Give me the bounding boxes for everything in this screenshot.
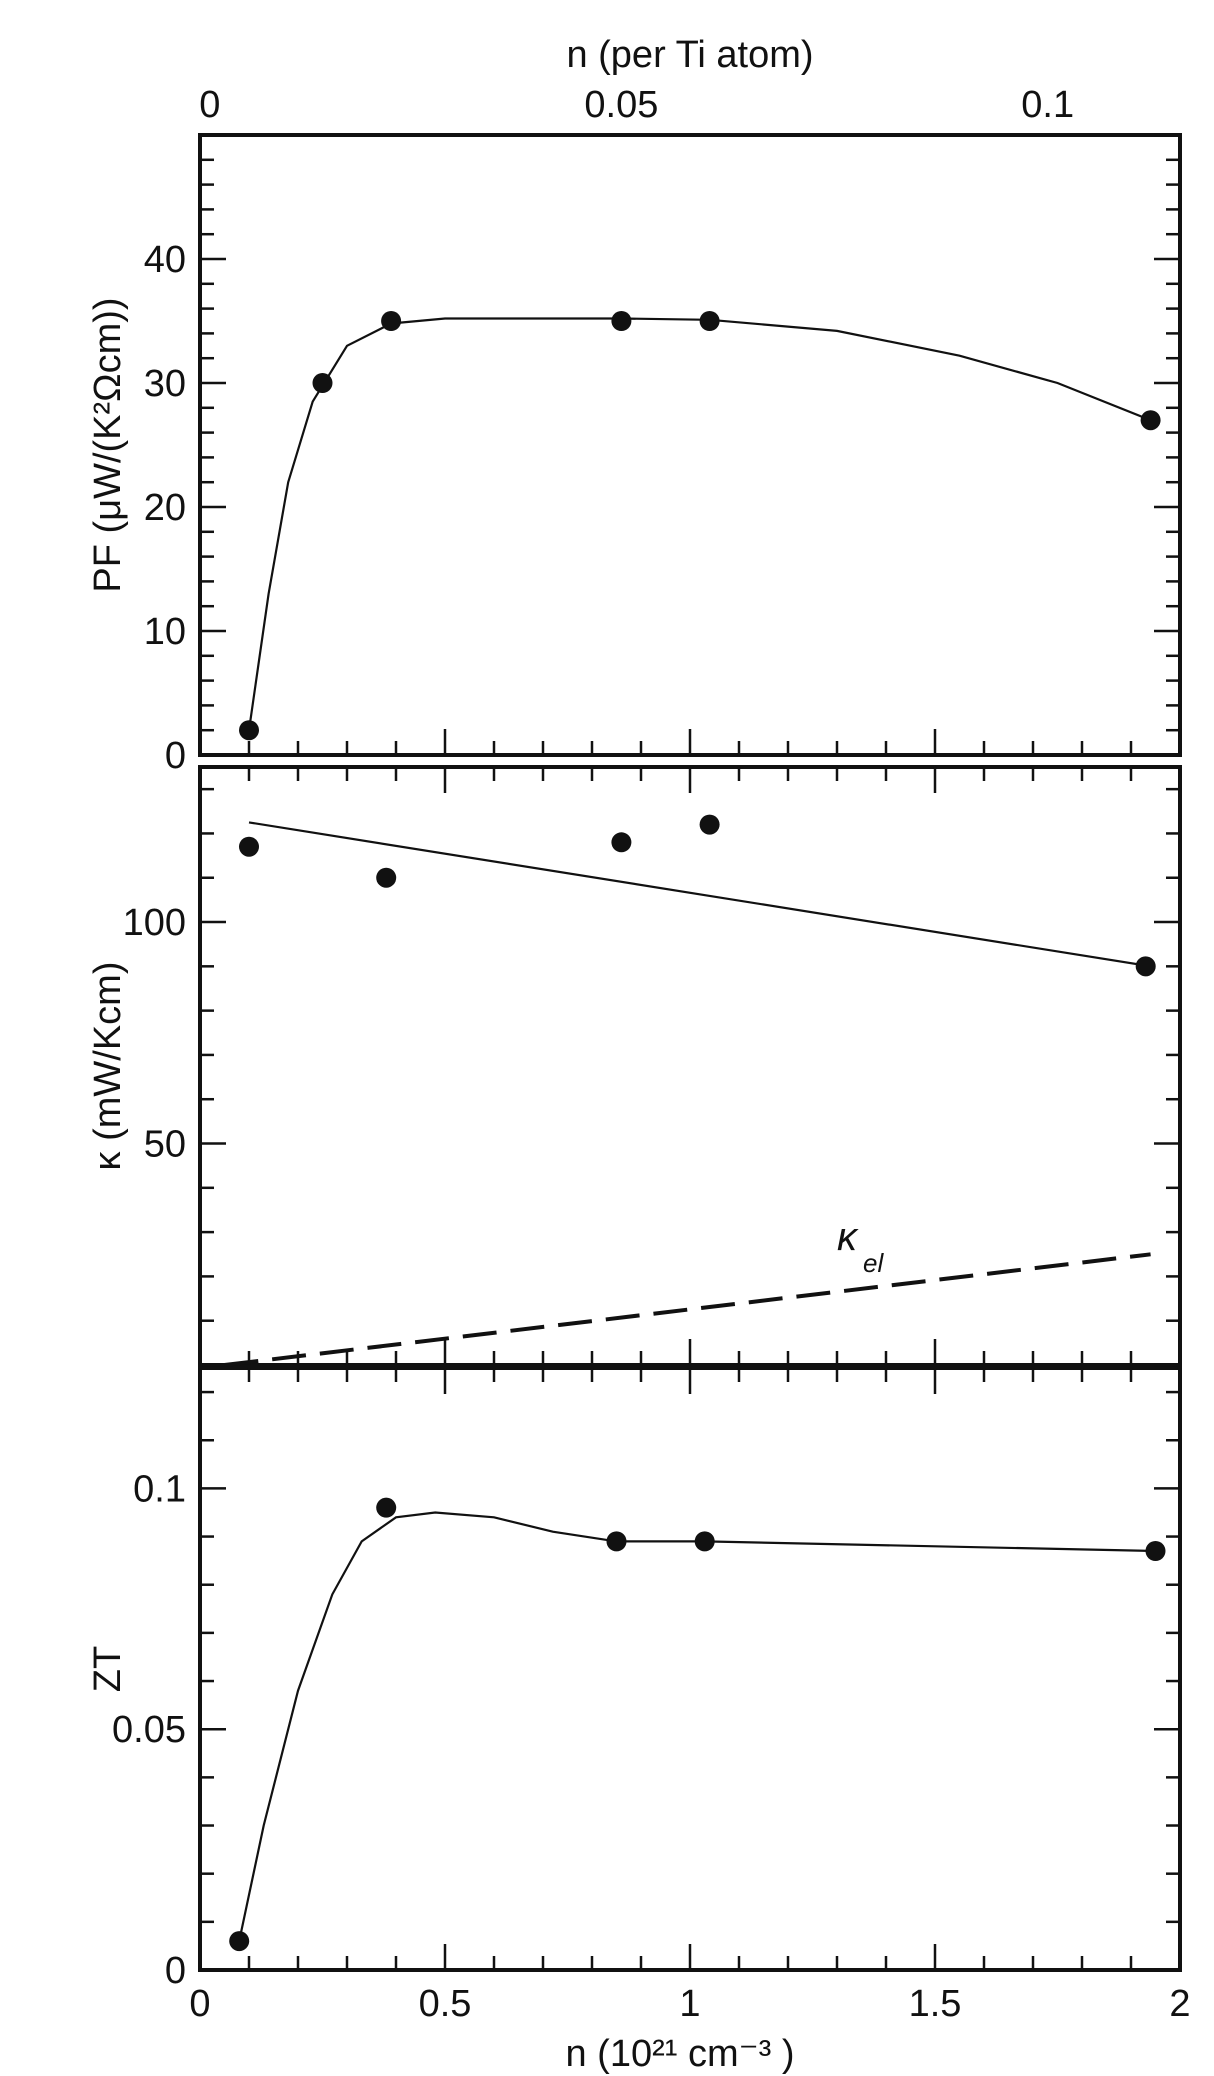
panel-frame-figure-of-merit (198, 1366, 1182, 1972)
y-tick-label: 0 (165, 1950, 186, 1992)
x-tick-label: 1 (679, 1983, 700, 2025)
top-axis-tick-label: 0 (199, 84, 220, 126)
y-tick-label: 100 (123, 902, 186, 944)
data-points (229, 311, 1166, 1952)
panel-frame-thermal-conductivity (198, 765, 1182, 1367)
y-tick-label: 30 (144, 363, 186, 405)
data-point (699, 814, 720, 835)
x-axis-label: n (10²¹ cm⁻³ ) (565, 2033, 794, 2075)
data-point (381, 311, 402, 331)
fit-line-power-factor (247, 317, 1152, 731)
panel-frames (198, 133, 1182, 1972)
data-point (1135, 956, 1156, 977)
fit-line-figure-of-merit (238, 1511, 1156, 1942)
fit-lines (224, 317, 1156, 1942)
y-axis-label: PF (μW/(K²Ωcm)) (87, 297, 129, 592)
data-point (239, 720, 259, 741)
top-axis-tick-label: 0.1 (1021, 84, 1074, 126)
y-tick-label: 10 (144, 611, 186, 653)
y-tick-label: 0.05 (112, 1709, 186, 1751)
y-axis-label: ZT (87, 1646, 129, 1692)
y-tick-label: 50 (144, 1124, 186, 1166)
data-point (611, 311, 632, 331)
x-tick-label: 2 (1169, 1983, 1190, 2025)
data-point (376, 1497, 397, 1518)
x-tick-label: 0.5 (419, 1983, 472, 2025)
y-axis-label: κ (mW/Kcm) (87, 962, 129, 1171)
data-point (376, 867, 397, 888)
x-tick-label: 0 (189, 1983, 210, 2025)
top-axis-label: n (per Ti atom) (566, 34, 813, 76)
y-tick-label: 40 (144, 239, 186, 281)
kappa-el-annotation: κel (837, 1215, 884, 1278)
data-point (611, 832, 632, 853)
fit-line-thermal-conductivity (248, 821, 1151, 968)
data-point (694, 1531, 715, 1552)
x-tick-label: 1.5 (909, 1983, 962, 2025)
y-tick-label: 0 (165, 735, 186, 777)
data-point (239, 836, 259, 857)
kappa-el-dashed-line (224, 1252, 1151, 1367)
data-point (606, 1531, 627, 1552)
axis-ticks (198, 133, 1182, 1972)
data-point (1140, 410, 1161, 431)
y-tick-label: 0.1 (133, 1468, 186, 1510)
data-point (699, 311, 720, 331)
y-tick-label: 20 (144, 487, 186, 529)
panel-frame-power-factor (198, 133, 1182, 757)
data-point (229, 1931, 250, 1952)
top-axis-tick-label: 0.05 (584, 84, 658, 126)
data-point (312, 373, 333, 393)
data-point (1145, 1541, 1166, 1562)
